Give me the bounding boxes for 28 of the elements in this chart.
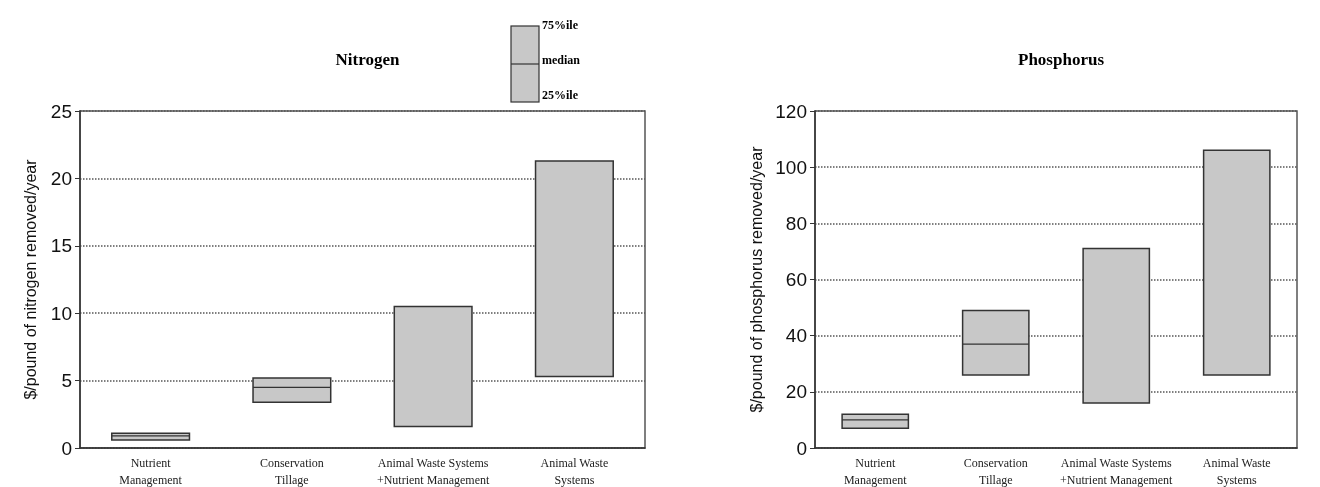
y-axis-title: $/pound of nitrogen removed/year [21, 158, 39, 400]
y-tick-label: 40 [785, 325, 807, 347]
text: median [542, 53, 581, 68]
chart-title: Nitrogen [335, 50, 400, 69]
text: 25%ile [542, 88, 578, 103]
y-tick-label: 100 [775, 156, 807, 178]
x-tick-label: Animal Waste Systems +Nutrient Management [376, 455, 490, 487]
y-tick-label: 0 [61, 437, 72, 459]
x-tick-label: Animal Waste Systems +Nutrient Management [1060, 455, 1174, 487]
x-tick-label: Animal Waste Systems [540, 455, 609, 487]
chart-title: Phosphorus [1018, 50, 1105, 69]
y-tick-label: 15 [50, 235, 72, 257]
y-tick-label: 60 [785, 269, 807, 290]
text: 75%ile [542, 18, 578, 33]
x-tick-label: Conservation Tillage [963, 455, 1028, 487]
y-tick-label: 20 [785, 381, 807, 403]
y-tick-label: 80 [785, 212, 807, 234]
y-tick-label: 120 [775, 100, 807, 122]
y-axis-title: $/pound of phosphorus removed/year [747, 145, 765, 413]
x-tick-label: Animal Waste Systems [1202, 455, 1271, 487]
x-tick-label: Nutrient Management [119, 455, 183, 487]
y-tick-label: 0 [796, 437, 807, 459]
y-tick-label: 25 [50, 100, 72, 122]
x-tick-label: Conservation Tillage [259, 455, 324, 487]
y-tick-label: 5 [61, 370, 72, 392]
y-tick-label: 20 [50, 167, 72, 189]
x-tick-label: Nutrient Management [843, 455, 908, 487]
y-tick-label: 10 [50, 302, 72, 324]
